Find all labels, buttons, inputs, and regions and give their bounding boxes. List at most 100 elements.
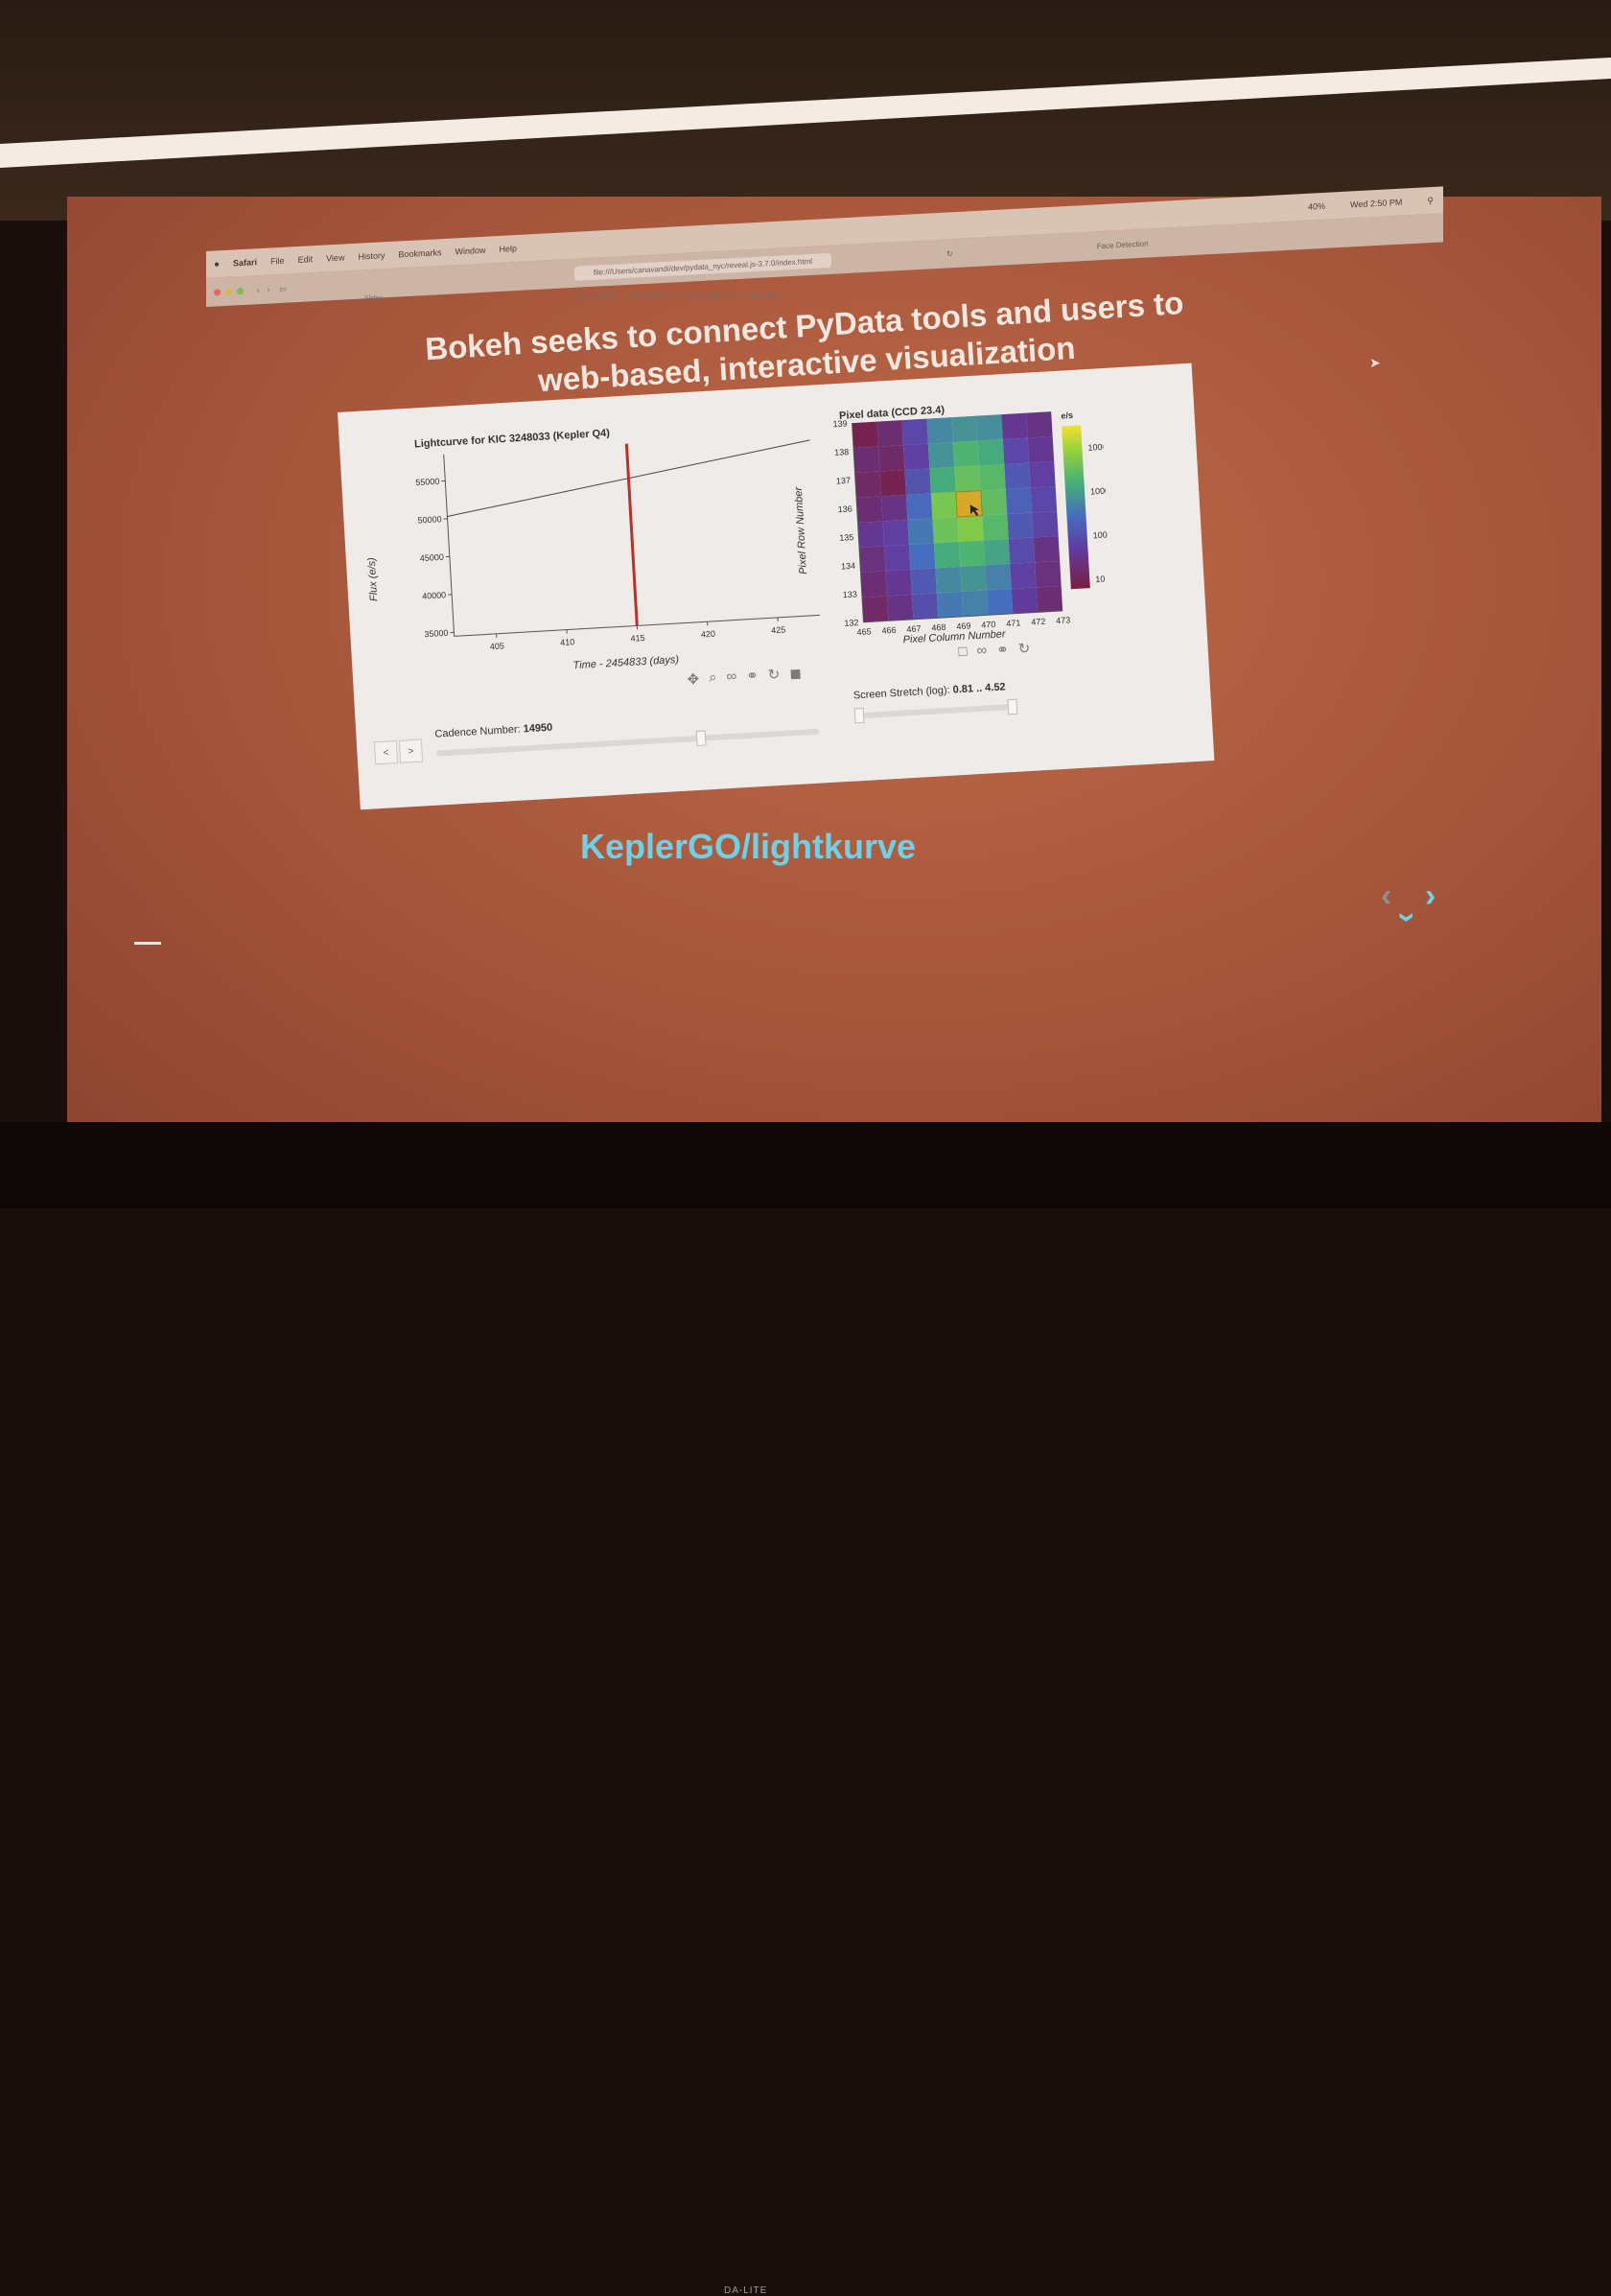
menu-edit[interactable]: Edit — [298, 254, 314, 265]
colorbar — [1062, 425, 1090, 589]
pixel-cell — [910, 568, 936, 594]
mouse-cursor-icon: ➤ — [1369, 355, 1381, 371]
menu-bookmarks[interactable]: Bookmarks — [398, 247, 441, 259]
pixel-xtick-label: 473 — [1056, 615, 1071, 625]
pixel-xtick-label: 472 — [1031, 617, 1046, 627]
pixel-cell — [903, 444, 929, 470]
forward-icon[interactable]: › — [268, 285, 270, 293]
reload-icon[interactable]: ↻ — [946, 249, 953, 258]
menu-view[interactable]: View — [326, 252, 344, 263]
pixel-cell — [912, 593, 938, 619]
ceiling-light — [0, 58, 1611, 182]
pixel-xtick-label: 471 — [1006, 618, 1021, 628]
pixel-cell — [1034, 536, 1060, 562]
box-select-tool-icon[interactable]: □ — [958, 644, 968, 661]
cadence-slider-handle[interactable] — [696, 730, 707, 746]
pixel-cell — [982, 514, 1008, 540]
menu-history[interactable]: History — [358, 250, 385, 261]
nav-down-icon[interactable]: › — [1389, 912, 1426, 923]
stretch-slider-handle-low[interactable] — [854, 708, 865, 724]
pixel-cell — [954, 466, 980, 492]
tab-web-interface[interactable]: Web Interface — Dask.distributed 1.23.3+… — [575, 293, 784, 299]
menu-window[interactable]: Window — [455, 246, 485, 257]
pixel-cell — [1007, 512, 1033, 538]
pixel-cell — [960, 565, 986, 591]
pixel-lasso-tool-icon[interactable]: ∞ — [976, 642, 988, 660]
pixel-cell — [1001, 413, 1027, 439]
reset-tool-icon[interactable]: ↻ — [767, 666, 781, 684]
lightcurve-y-axis — [444, 455, 455, 637]
pixel-cell — [1006, 488, 1032, 514]
pixel-cell — [876, 420, 902, 446]
colorbar-label: e/s — [1061, 410, 1073, 421]
apple-icon[interactable]: ● — [214, 259, 220, 269]
pixel-cell — [1003, 438, 1029, 464]
nav-right-icon[interactable]: › — [1425, 878, 1436, 915]
pixel-wheel-zoom-icon[interactable]: ⚭ — [996, 641, 1010, 659]
lightcurve-xtick-label: 425 — [771, 624, 786, 635]
pixel-cell — [978, 439, 1004, 465]
menu-app-safari[interactable]: Safari — [233, 257, 257, 268]
bokeh-app-panel: Lightcurve for KIC 3248033 (Kepler Q4) F… — [338, 363, 1214, 810]
close-window-icon[interactable] — [214, 289, 221, 295]
pixel-xtick-label: 466 — [881, 625, 897, 636]
lightcurve-xtick-label: 405 — [490, 641, 505, 651]
pixel-cell — [901, 419, 927, 445]
pixel-cell — [856, 497, 882, 523]
zoom-window-icon[interactable] — [237, 287, 244, 293]
pixel-ytick-label: 138 — [834, 447, 850, 457]
lightcurve-ylabel: Flux (e/s) — [366, 557, 381, 601]
pixel-cell — [1031, 486, 1057, 512]
colorbar-tick-label: 10 — [1095, 574, 1106, 585]
pixel-cell — [884, 545, 910, 571]
pixel-cell — [937, 592, 963, 618]
status-area: 40% Wed 2:50 PM ⚲ — [1295, 195, 1434, 213]
pixel-ytick-label: 137 — [836, 476, 852, 486]
pixel-cell — [1035, 561, 1061, 587]
pixel-cell — [1028, 436, 1054, 462]
lightcurve-xtick-label: 420 — [701, 629, 716, 640]
pixel-ytick-label: 139 — [832, 418, 848, 429]
pixel-xtick-label: 468 — [931, 622, 946, 633]
sidebar-icon[interactable]: ▭ — [279, 284, 287, 293]
tab-slides[interactable]: Slides — [364, 295, 383, 302]
lightcurve-xtick-label: 415 — [630, 633, 645, 644]
next-cadence-button[interactable]: > — [399, 739, 423, 763]
pixel-cell — [1032, 511, 1058, 537]
pixel-cell — [959, 540, 985, 566]
pixel-cell — [957, 515, 983, 541]
hovered-pixel-cell — [956, 491, 982, 517]
bokeh-logo-icon[interactable]: ◼ — [789, 665, 802, 683]
minimize-window-icon[interactable] — [225, 288, 232, 294]
pixel-ytick-label: 134 — [841, 561, 856, 572]
nav-left-icon[interactable]: ‹ — [1381, 878, 1391, 915]
box-zoom-tool-icon[interactable]: ⌕ — [709, 669, 717, 687]
pixel-xtick-label: 467 — [906, 623, 922, 634]
spotlight-icon[interactable]: ⚲ — [1427, 195, 1434, 205]
lightcurve-ytick-label: 50000 — [417, 514, 442, 525]
back-icon[interactable]: ‹ — [257, 286, 260, 294]
menubar-clock[interactable]: Wed 2:50 PM — [1350, 197, 1402, 210]
pixel-cell — [976, 414, 1002, 440]
pixel-cell — [934, 542, 960, 568]
pan-tool-icon[interactable]: ✥ — [687, 670, 700, 689]
tab-face-detection[interactable]: Face Detection — [1097, 239, 1149, 250]
lasso-tool-icon[interactable]: ∞ — [726, 668, 737, 687]
pixel-cell — [885, 570, 911, 596]
pixel-cell — [878, 445, 904, 471]
stretch-slider-handle-high[interactable] — [1007, 699, 1017, 715]
pixel-reset-tool-icon[interactable]: ↻ — [1017, 640, 1031, 658]
pixel-cell — [1029, 461, 1055, 487]
pixel-ytick-label: 135 — [839, 532, 854, 543]
repo-link[interactable]: KeplerGO/lightkurve — [0, 827, 1496, 867]
menu-help[interactable]: Help — [500, 244, 518, 254]
pixel-cell — [928, 442, 954, 468]
wheel-zoom-tool-icon[interactable]: ⚭ — [746, 667, 759, 685]
pixel-cell — [929, 467, 955, 493]
prev-cadence-button[interactable]: < — [374, 740, 398, 764]
pixel-cell — [1010, 562, 1036, 588]
lightcurve-ytick-label: 45000 — [420, 552, 445, 563]
menu-file[interactable]: File — [270, 256, 285, 267]
